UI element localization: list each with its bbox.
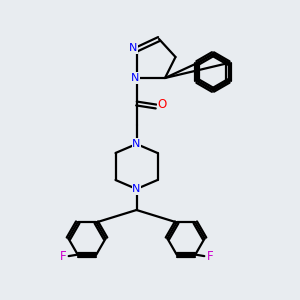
Text: N: N <box>129 43 138 53</box>
Text: N: N <box>132 184 141 194</box>
Text: N: N <box>132 139 141 149</box>
Text: N: N <box>131 73 139 83</box>
Text: F: F <box>207 250 214 262</box>
Text: O: O <box>158 98 166 112</box>
Text: F: F <box>59 250 66 262</box>
